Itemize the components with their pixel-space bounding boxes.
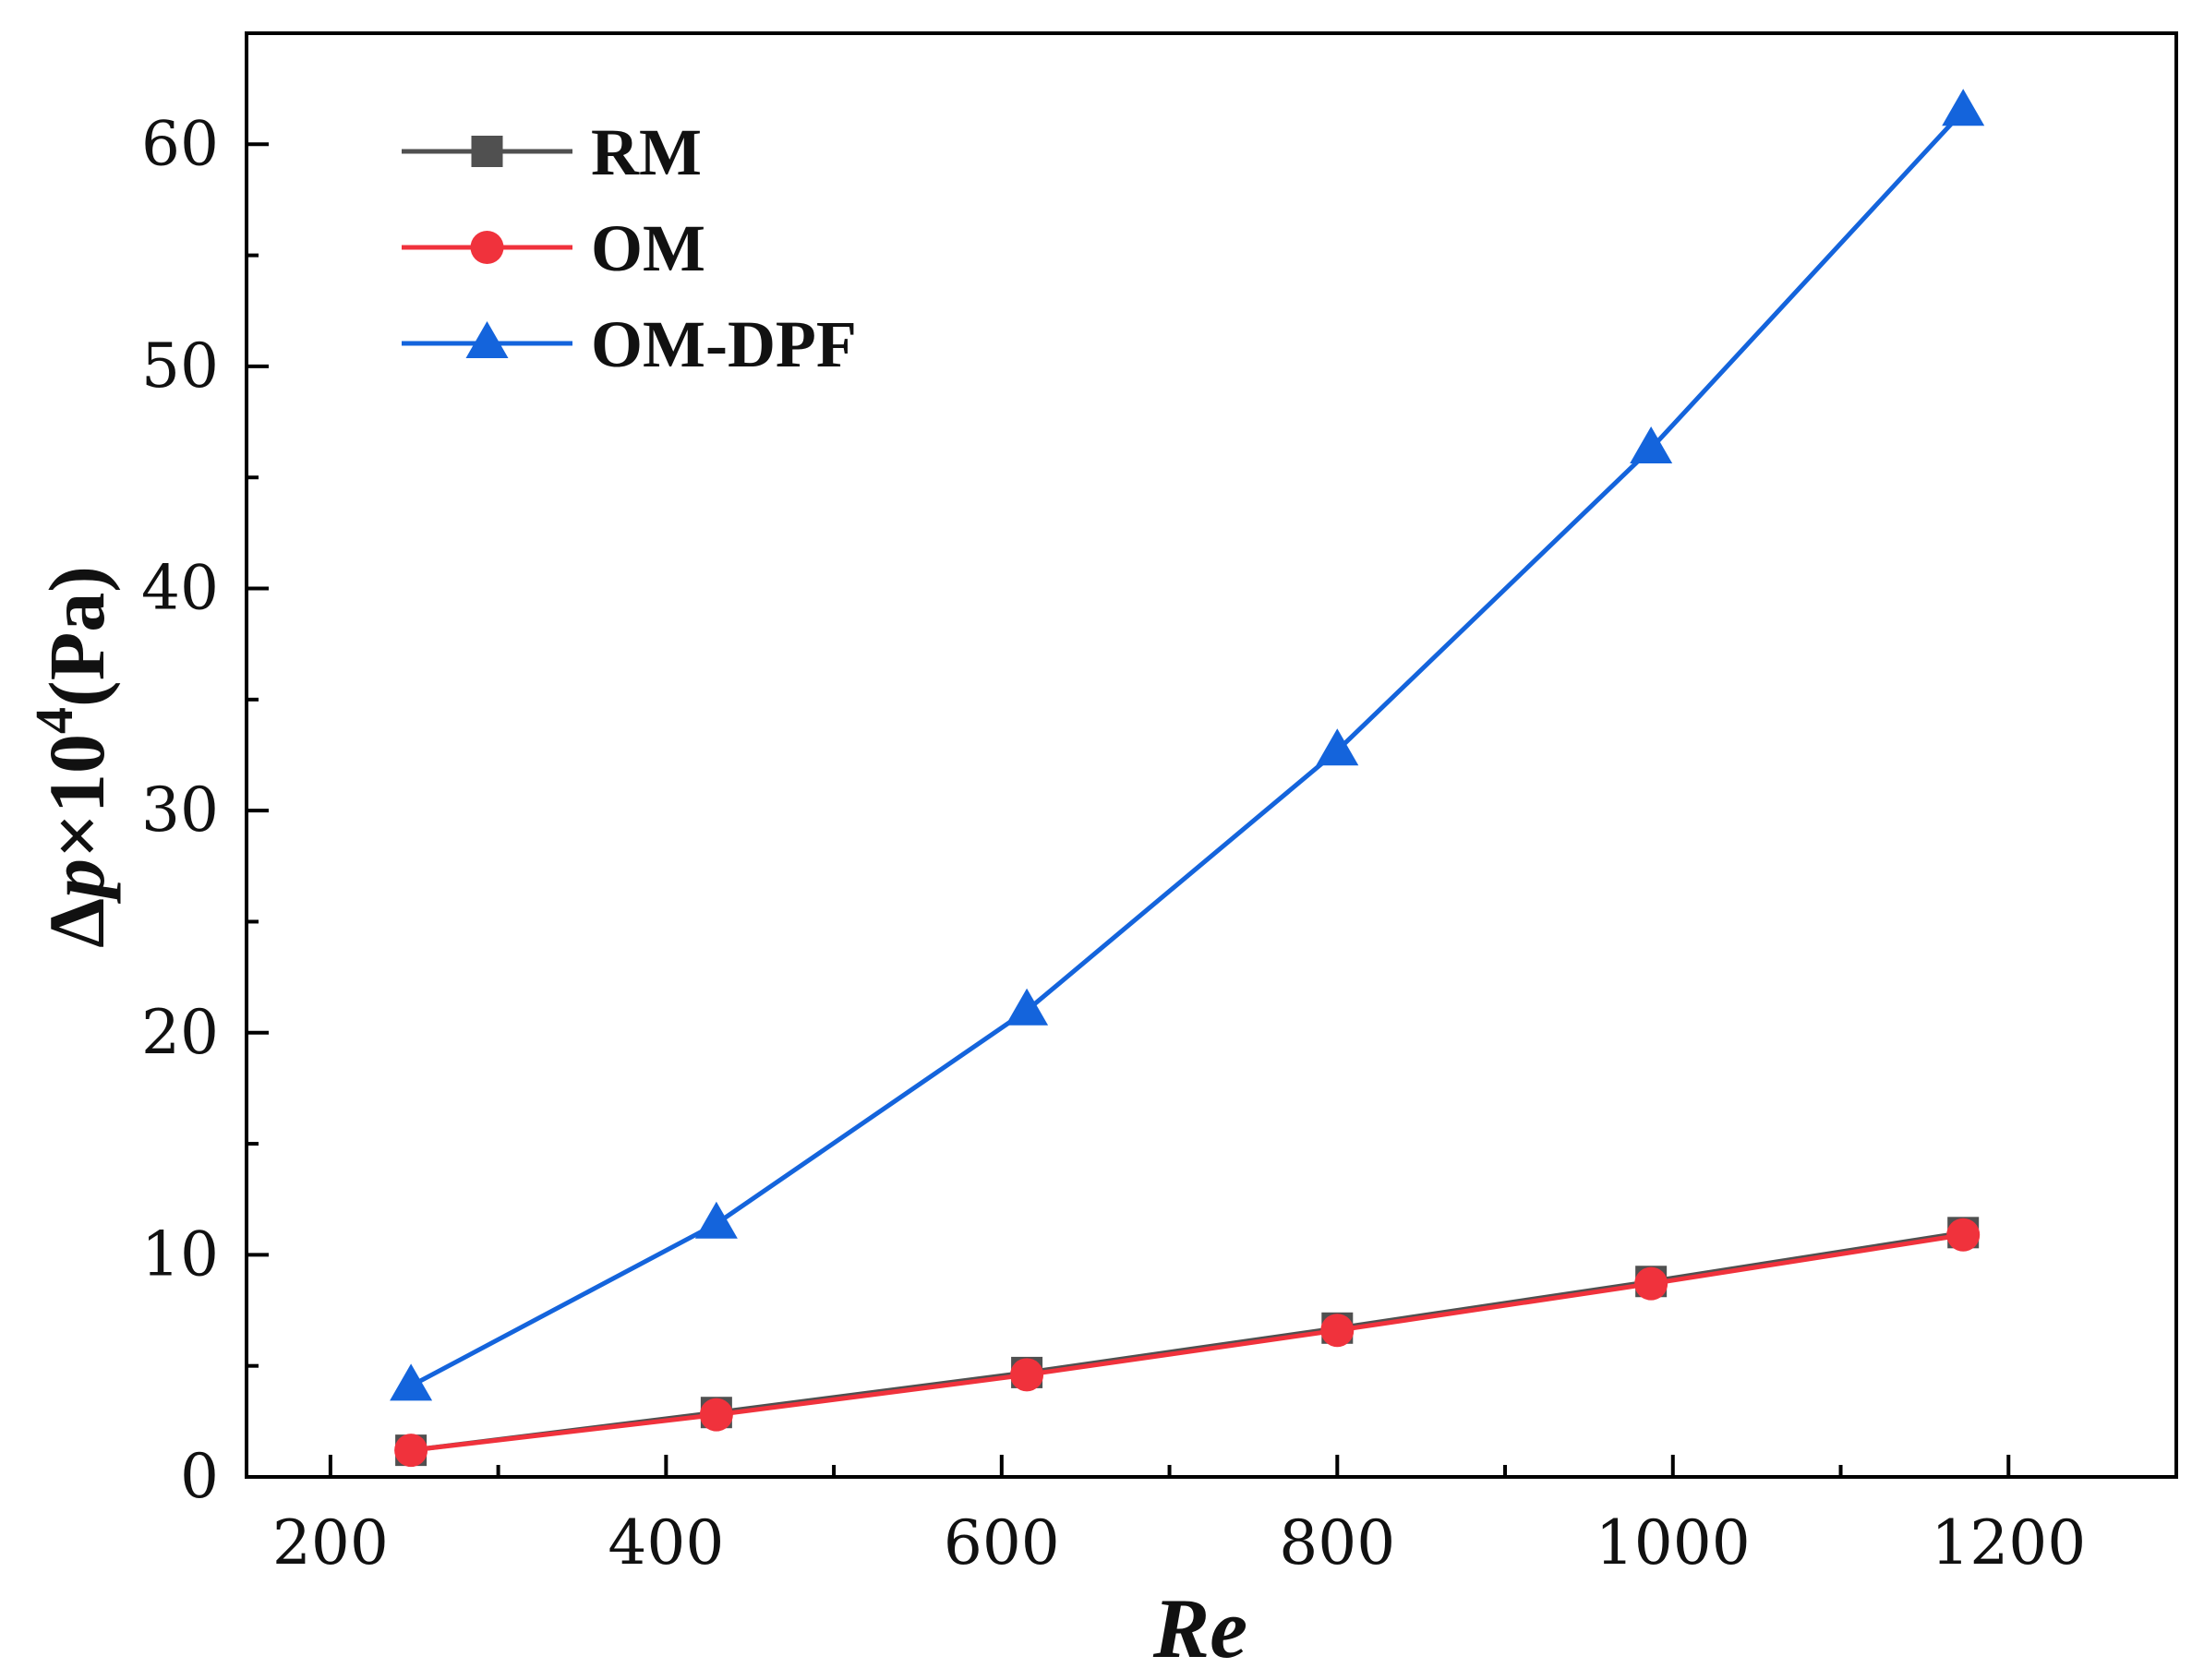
legend-item-om-dpf: OM-DPF [402, 307, 857, 381]
plot-frame [245, 31, 2178, 1479]
x-tick-label-2: 600 [944, 1507, 1060, 1578]
legend-item-rm: RM [402, 115, 702, 189]
series-line-om-dpf [409, 109, 1966, 1388]
series-line-rm [410, 1230, 1964, 1453]
y-axis-title-var: p [32, 858, 121, 905]
y-tick-label-4: 40 [141, 553, 219, 624]
y-axis-title-delta: Δ [32, 898, 121, 948]
point-om-dpf-1 [694, 1201, 738, 1239]
y-axis-title-times: ×10 [32, 734, 121, 858]
point-om-dpf-2 [1006, 988, 1049, 1026]
x-axis-title: Re [1152, 1581, 1247, 1675]
point-om-dpf-5 [1942, 89, 1985, 126]
y-tick-label-1: 10 [141, 1218, 219, 1290]
x-tick-label-3: 800 [1279, 1507, 1395, 1578]
legend-label: OM [591, 211, 705, 285]
legend-label: OM-DPF [591, 307, 857, 381]
series-line-om [410, 1232, 1964, 1453]
point-om-4 [1634, 1266, 1668, 1301]
legend-marker [470, 231, 504, 264]
axis-ticks: 200 400 600 800 1000 1200 0 10 20 30 40 50 60 [141, 108, 2086, 1578]
series-rm [395, 1217, 1980, 1467]
point-om-3 [1320, 1314, 1355, 1348]
point-om-dpf-4 [1630, 426, 1673, 463]
point-om-0 [394, 1434, 428, 1468]
plot-area [390, 89, 1985, 1468]
x-tick-label-5: 1200 [1931, 1507, 2086, 1578]
x-tick-label-0: 200 [272, 1507, 389, 1578]
point-om-dpf-0 [390, 1363, 433, 1401]
legend-marker [465, 321, 509, 358]
y-axis-title-exp: 4 [24, 707, 84, 734]
y-axis-title: Δp×104(Pa) [24, 566, 121, 948]
y-tick-label-0: 0 [180, 1441, 219, 1512]
legend: RM OM OM-DPF [402, 115, 857, 381]
y-tick-label-6: 60 [141, 108, 219, 179]
point-om-5 [1946, 1218, 1981, 1252]
y-tick-label-5: 50 [141, 330, 219, 402]
point-om-2 [1010, 1358, 1044, 1392]
series-om [394, 1218, 1981, 1468]
x-tick-label-1: 400 [608, 1507, 724, 1578]
point-om-1 [699, 1398, 733, 1432]
legend-label: RM [591, 115, 702, 189]
y-axis-title-unit: (Pa) [32, 566, 121, 707]
y-tick-label-3: 30 [141, 774, 219, 846]
legend-marker [471, 136, 503, 167]
legend-item-om: OM [402, 211, 705, 285]
series-om-dpf [390, 89, 1985, 1401]
point-om-dpf-3 [1316, 728, 1359, 766]
y-tick-label-2: 20 [141, 997, 219, 1068]
x-tick-label-4: 1000 [1596, 1507, 1751, 1578]
